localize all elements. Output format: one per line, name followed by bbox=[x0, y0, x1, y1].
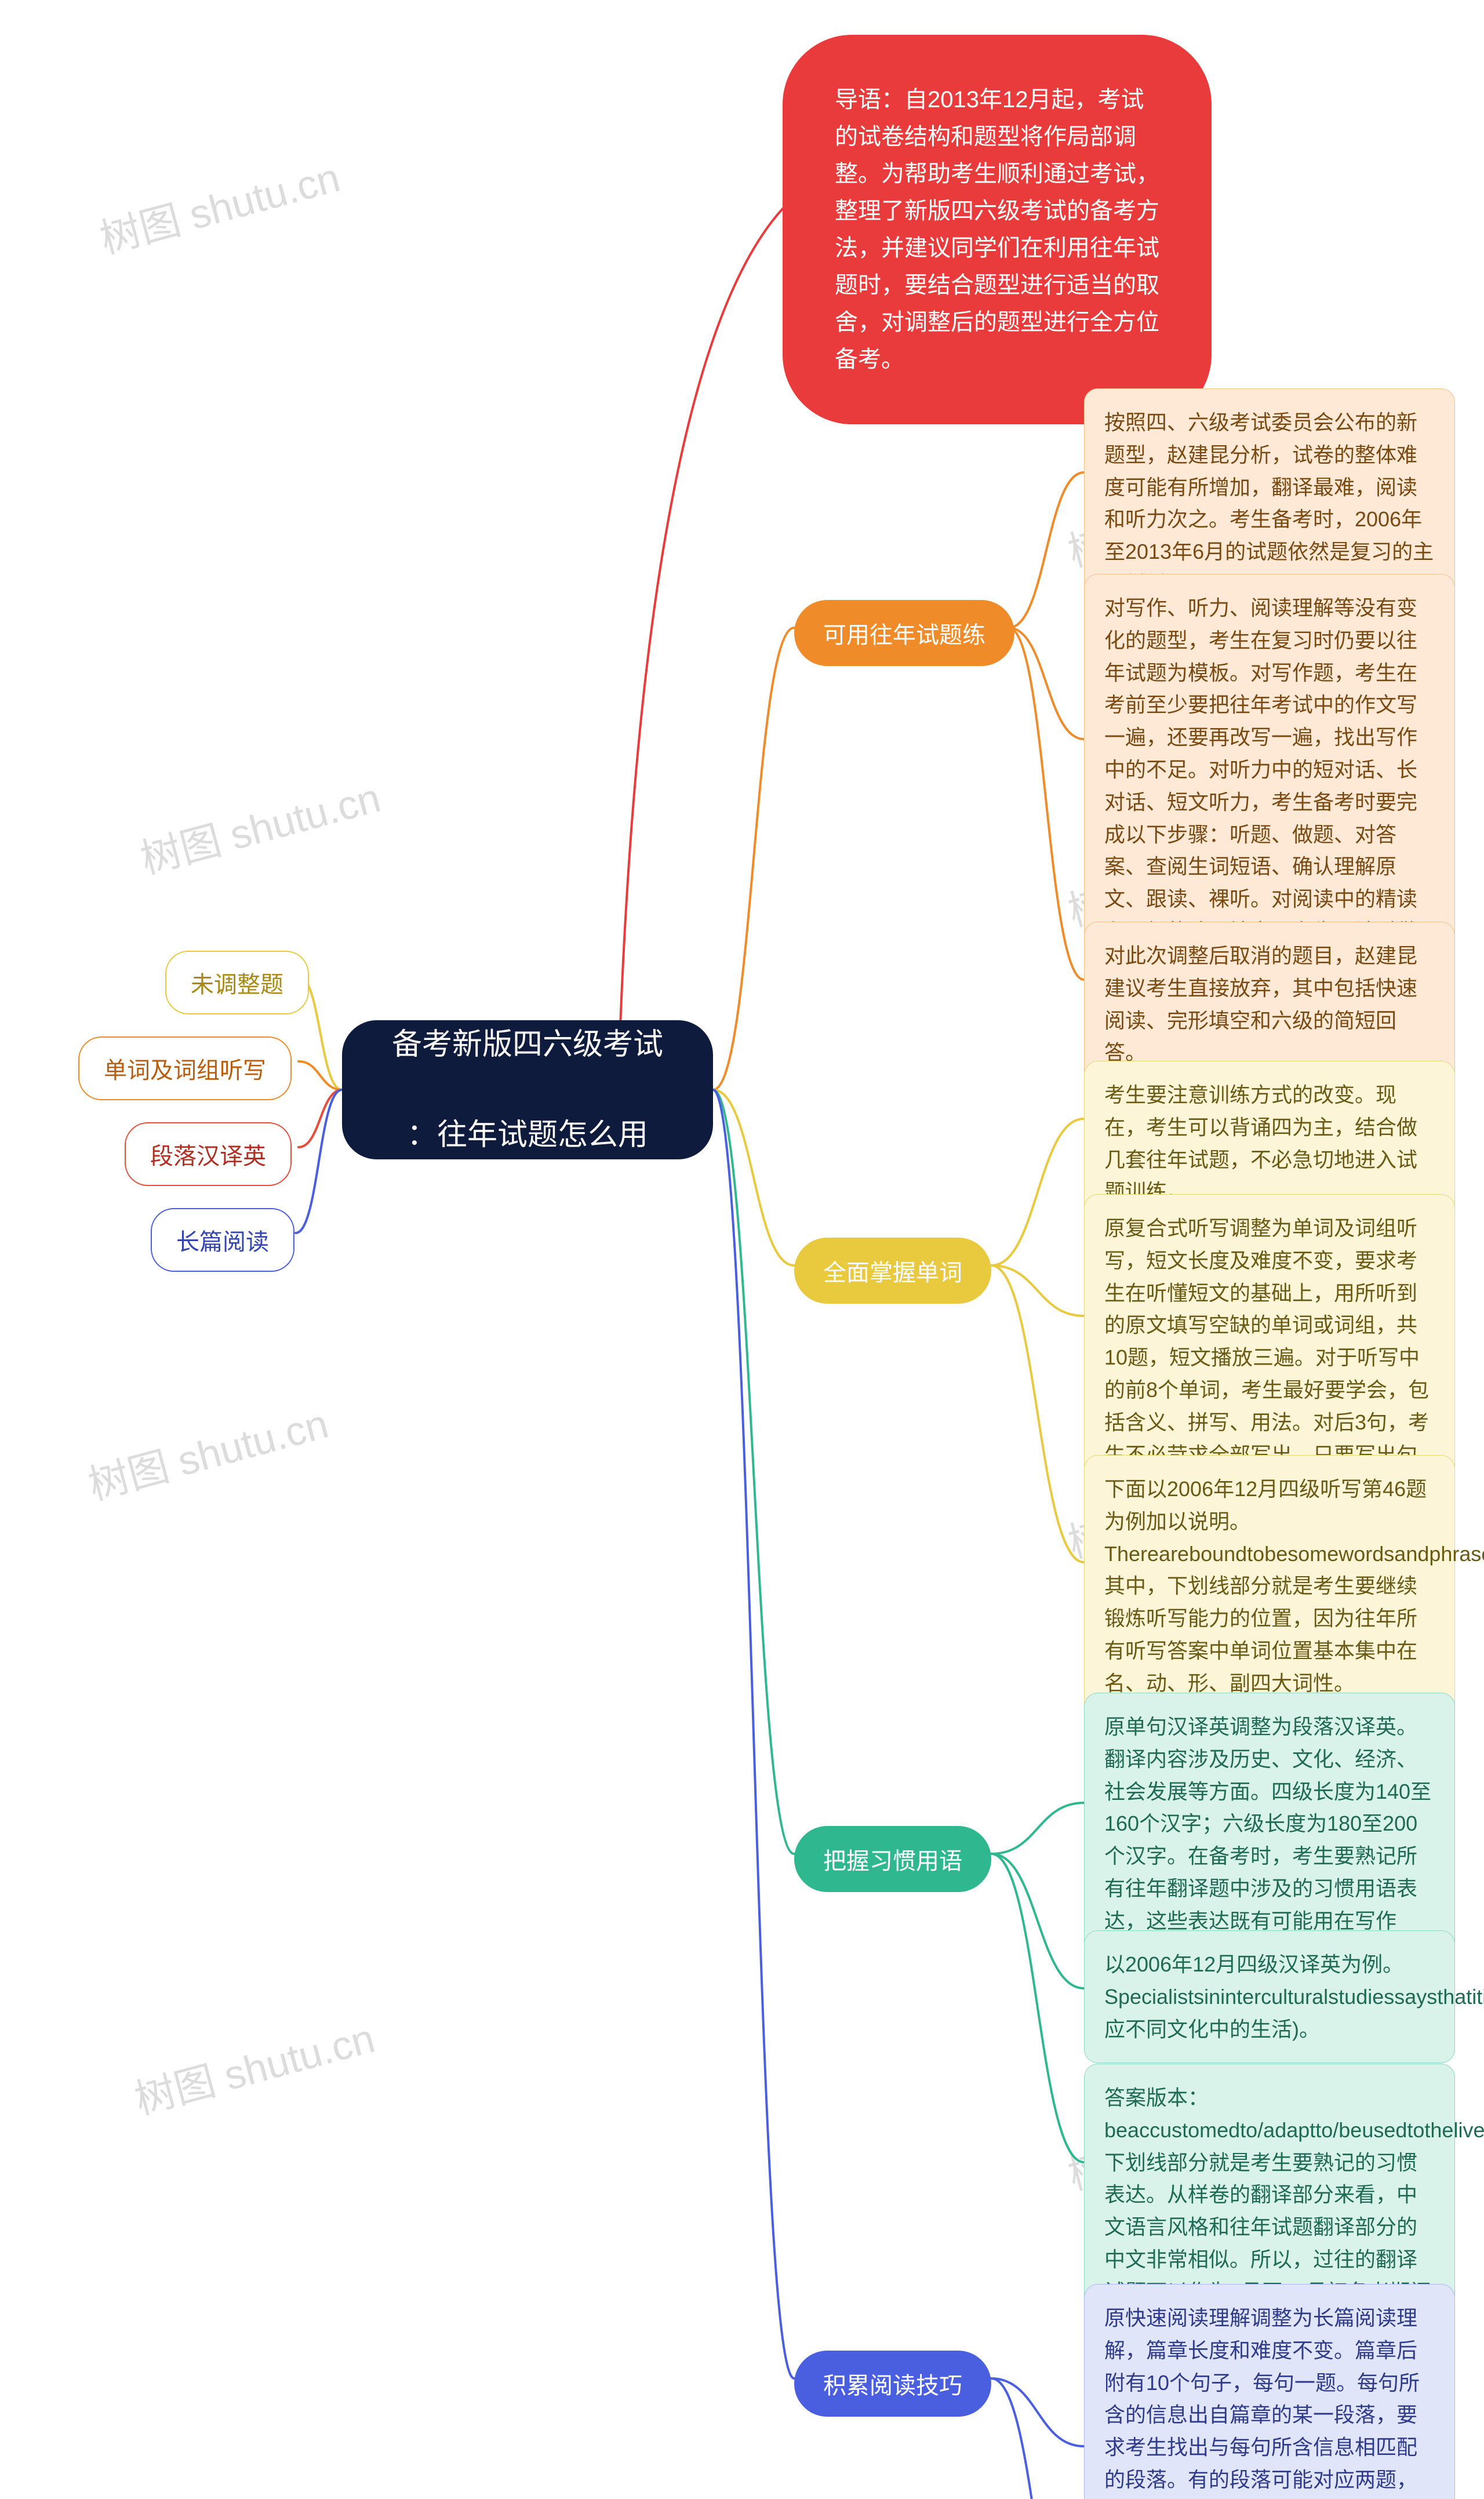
detail-idiom-1: 以2006年12月四级汉译英为例。Specialistsinintercultu… bbox=[1084, 1930, 1455, 2063]
branch-words: 全面掌握单词 bbox=[794, 1238, 991, 1304]
watermark: 树图 shutu.cn bbox=[93, 145, 345, 265]
left-node-lt4: 长篇阅读 bbox=[151, 1208, 294, 1272]
left-node-lt3: 段落汉译英 bbox=[125, 1122, 292, 1186]
intro-box: 导语：自2013年12月起，考试的试卷结构和题型将作局部调整。为帮助考生顺利通过… bbox=[783, 35, 1212, 424]
left-node-lt1: 未调整题 bbox=[165, 951, 309, 1014]
watermark: 树图 shutu.cn bbox=[81, 1391, 334, 1511]
branch-past: 可用往年试题练 bbox=[794, 600, 1014, 666]
branch-reading: 积累阅读技巧 bbox=[794, 2351, 991, 2417]
watermark: 树图 shutu.cn bbox=[133, 765, 386, 885]
intro-text: 导语：自2013年12月起，考试的试卷结构和题型将作局部调整。为帮助考生顺利通过… bbox=[835, 87, 1159, 372]
center-line1: 备考新版四六级考试 bbox=[392, 1022, 663, 1067]
branch-idiom: 把握习惯用语 bbox=[794, 1826, 991, 1892]
detail-words-2: 下面以2006年12月四级听写第46题为例加以说明。Thereareboundt… bbox=[1084, 1455, 1455, 1718]
left-node-lt2: 单词及词组听写 bbox=[78, 1036, 292, 1100]
center-line2: ：往年试题怎么用 bbox=[407, 1112, 648, 1158]
center-node: 备考新版四六级考试 ：往年试题怎么用 bbox=[342, 1020, 713, 1159]
detail-reading-0: 原快速阅读理解调整为长篇阅读理解，篇章长度和难度不变。篇章后附有10个句子，每句… bbox=[1084, 2284, 1455, 2499]
watermark: 树图 shutu.cn bbox=[128, 2006, 380, 2126]
